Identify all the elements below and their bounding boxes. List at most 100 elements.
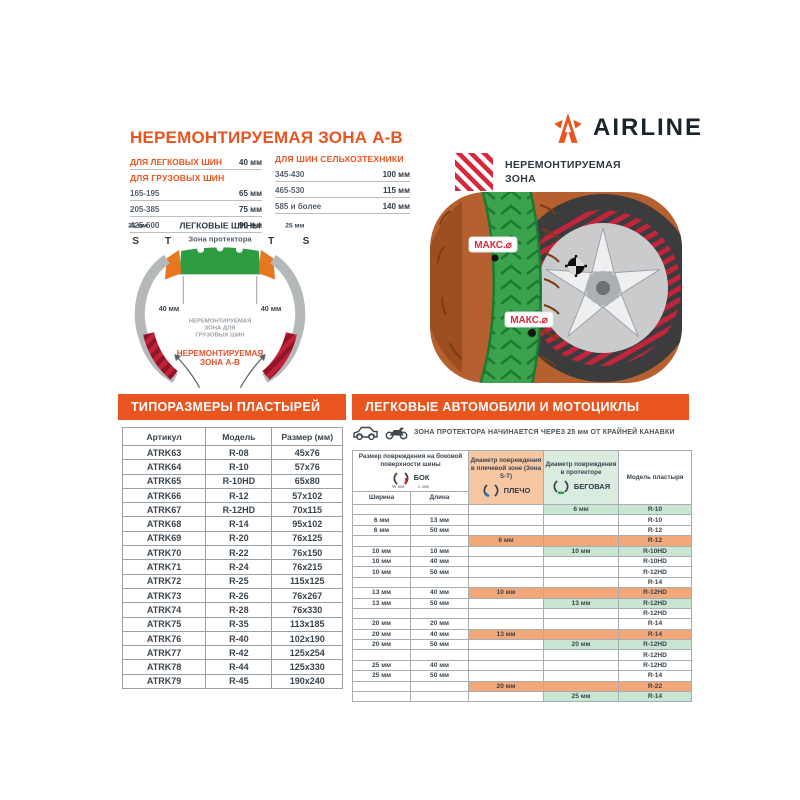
width-subheader: Ширина	[352, 491, 411, 505]
col-model: Модель	[205, 427, 273, 446]
patch-table-row: ATRK64 R-10 57x76	[121, 459, 343, 475]
ab-zone-caption-1: НЕРЕМОНТИРУЕМАЯ	[177, 349, 264, 358]
spec-range: 425-600	[130, 221, 160, 230]
damage-table-row: 6 мм 13 мм R-10	[352, 514, 692, 526]
page-title: НЕРЕМОНТИРУЕМАЯ ЗОНА А-В	[130, 128, 403, 147]
damage-table-row: 6 мм R-10	[352, 503, 692, 516]
truck-zone-caption-2: ЗОНА ДЛЯ	[205, 326, 236, 332]
spec-range: 345-430	[275, 170, 305, 179]
damage-table-row: 6 мм R-12	[352, 535, 692, 547]
length-subheader: Длина	[410, 491, 469, 505]
diagram-tread-label: Зона протектора	[188, 235, 252, 244]
spec-value: 140 мм	[382, 202, 410, 211]
patch-table-row: ATRK74 R-28 76x330	[121, 602, 343, 618]
spec-range: 205-385	[130, 205, 160, 214]
patch-sizes-table: Артикул Модель Размер (мм) ATRK63 R-08 45x…	[121, 427, 343, 690]
spec-value: 115 мм	[383, 186, 410, 195]
patch-table-row: ATRK65 R-10HD 65x80	[121, 473, 343, 489]
tread-zone-note: ЗОНА ПРОТЕКТОРА НАЧИНАЕТСЯ ЧЕРЕЗ 25 мм О…	[352, 424, 689, 441]
spec-agro-heading: ДЛЯ ШИН СЕЛЬХОЗТЕХНИКИ	[275, 154, 404, 164]
shoulder-damage-header: Диаметр повреждения в плечевой зоне (Зон…	[468, 450, 544, 505]
max-diameter-label-1: МАКС.⌀	[468, 236, 518, 262]
shoulder-icon-label: ПЛЕЧО	[503, 485, 531, 495]
brand-star-icon	[554, 113, 582, 143]
damage-table-row: R-14	[352, 576, 692, 589]
shoulder-zone-left	[164, 249, 182, 280]
car-icon	[353, 426, 378, 441]
legend-line2: ЗОНА	[505, 173, 536, 185]
patch-table-row: ATRK70 R-22 76x150	[121, 545, 343, 561]
side-dim-w: W мм	[392, 483, 405, 489]
spec-value: 75 мм	[239, 205, 262, 214]
model-header: Модель пластыря	[618, 450, 692, 505]
side-damage-title: Размер повреждения на боковой поверхност…	[358, 452, 463, 468]
spec-passenger-label: ДЛЯ ЛЕГКОВЫХ ШИН	[130, 157, 223, 167]
damage-table-row: R-12HD	[352, 649, 692, 661]
spec-row: 425-600 90 мм	[130, 217, 262, 233]
nonrepair-legend: НЕРЕМОНТИРУЕМАЯ ЗОНА	[455, 153, 621, 191]
side-damage-header: Размер повреждения на боковой поверхност…	[352, 450, 469, 492]
damage-table-body: 6 мм R-10 6 мм 13 мм R-10 6 мм 50 мм R-12 6 мм R-…	[352, 503, 692, 703]
col-article: Артикул	[121, 427, 207, 446]
svg-text:МАКС.⌀: МАКС.⌀	[510, 315, 548, 326]
spec-range: 585 и более	[275, 202, 322, 211]
damage-table-subheader-row: Ширина Длина	[352, 491, 692, 505]
patch-table-row: ATRK78 R-44 125x330	[121, 659, 343, 675]
spec-value: 100 мм	[382, 170, 410, 179]
motorcycle-icon	[385, 427, 408, 440]
spec-range: 465-530	[275, 186, 305, 195]
damage-table-row: 25 мм R-14	[352, 691, 692, 703]
spec-passenger-value: 40 мм	[239, 158, 262, 167]
side-zone-icon	[393, 471, 409, 485]
tire-cross-section-diagram: 25 мм ЛЕГКОВЫЕ ШИНЫ 25 мм S T Зона проте…	[128, 220, 310, 388]
side-dim-l: L мм	[418, 483, 429, 489]
tread-damage-header: Диаметр повреждения в протекторе БЕГОВАЯ	[543, 450, 619, 505]
side-icon-label: БОК	[413, 473, 430, 483]
shoulder-zone-right	[258, 249, 276, 280]
damage-table-row: 10 мм 50 мм R-12HD	[352, 566, 692, 578]
patch-table-row: ATRK72 R-25 115x125	[121, 573, 343, 589]
spec-row: 585 и более 140 мм	[275, 198, 410, 214]
spec-truck-heading: ДЛЯ ГРУЗОВЫХ ШИН	[130, 173, 225, 183]
patch-table-row: ATRK63 R-08 45x76	[121, 444, 343, 461]
patch-table-row: ATRK75 R-35 113x185	[121, 616, 343, 632]
truck-zone-caption-3: ГРУЗОВЫХ ШИН	[195, 333, 244, 339]
tread-zone-note-text: ЗОНА ПРОТЕКТОРА НАЧИНАЕТСЯ ЧЕРЕЗ 25 мм О…	[414, 429, 675, 436]
svg-text:МАКС.⌀: МАКС.⌀	[474, 240, 512, 251]
diagram-25mm-right: 25 мм	[285, 222, 304, 229]
spec-range: 165-195	[130, 189, 160, 198]
damage-table-row: 10 мм 40 мм R-10HD	[352, 555, 692, 568]
patch-table-row: ATRK66 R-12 57x102	[121, 487, 343, 504]
patch-table-row: ATRK77 R-42 125x254	[121, 645, 343, 661]
spec-row-passenger: ДЛЯ ЛЕГКОВЫХ ШИН 40 мм	[130, 154, 262, 170]
patch-table-row: ATRK71 R-24 76x215	[121, 559, 343, 575]
damage-table-row: 6 мм 50 мм R-12	[352, 524, 692, 537]
damage-table-row: 20 мм 50 мм 20 мм R-12HD	[352, 639, 692, 651]
spec-value: 65 мм	[239, 189, 262, 198]
diagram-t-right: T	[268, 236, 275, 247]
spec-row: 345-430 100 мм	[275, 166, 410, 182]
hatched-zone-swatch-icon	[455, 153, 493, 191]
wheel	[509, 194, 682, 382]
tread-zone-shape	[179, 247, 261, 275]
spec-value: 90 мм	[239, 221, 262, 230]
damage-table-row: 25 мм 50 мм R-14	[352, 670, 692, 682]
damage-table-row: 13 мм 40 мм 10 мм R-12HD	[352, 587, 692, 599]
nonrepair-legend-text: НЕРЕМОНТИРУЕМАЯ ЗОНА	[505, 158, 621, 186]
tread-icon-label: БЕГОВАЯ	[573, 481, 611, 491]
tread-grooves	[437, 204, 560, 367]
diagram-title: ЛЕГКОВЫЕ ШИНЫ	[179, 220, 260, 230]
brand-logo-text: AIRLINE	[593, 114, 703, 141]
passenger-moto-banner: ЛЕГКОВЫЕ АВТОМОБИЛИ И МОТОЦИКЛЫ	[352, 394, 689, 420]
patch-table-row: ATRK67 R-12HD 70x115	[121, 502, 343, 518]
max-diameter-label-2: МАКС.⌀	[504, 311, 554, 337]
legend-line1: НЕРЕМОНТИРУЕМАЯ	[505, 158, 621, 171]
patch-table-body: ATRK63 R-08 45x76 ATRK64 R-10 57x76 ATRK65 R-10…	[121, 444, 343, 690]
damage-table-row: R-12HD	[352, 607, 692, 620]
patch-table-row: ATRK79 R-45 190x240	[121, 673, 343, 690]
damage-table-row: 20 мм R-22	[352, 680, 692, 693]
diagram-40mm-right: 40 мм	[261, 305, 281, 313]
patch-table-row: ATRK76 R-40 102x190	[121, 630, 343, 647]
patch-table-row: ATRK73 R-26 76x267	[121, 587, 343, 604]
